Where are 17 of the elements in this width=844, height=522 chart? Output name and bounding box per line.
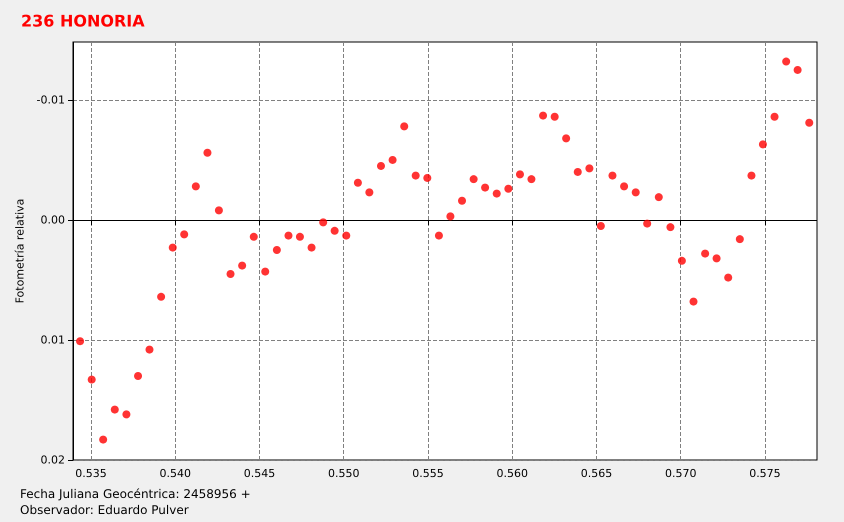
y-tick-label: 0.00 <box>40 213 65 226</box>
x-tick-label: 0.560 <box>496 467 528 480</box>
x-tick-label: 0.565 <box>580 467 612 480</box>
x-tick-label: 0.535 <box>75 467 107 480</box>
y-tick-label: 0.02 <box>40 454 65 466</box>
x-axis-title: Fecha Juliana Geocéntrica: 2458956 + <box>20 487 251 501</box>
text: Observador: Eduardo Pulver <box>20 503 189 517</box>
y-tick-label: -0.01 <box>36 93 65 106</box>
x-tick-label: 0.540 <box>160 467 192 480</box>
x-tick-label: 0.555 <box>412 467 444 480</box>
x-tick-label: 0.575 <box>749 467 781 480</box>
x-tick-label: 0.570 <box>664 467 696 480</box>
x-tick-label: 0.545 <box>244 467 276 480</box>
y-tick-label: 0.01 <box>40 333 65 346</box>
chart-title: 236 HONORIA <box>21 12 146 30</box>
y-axis-title: Fotometría relativa <box>14 198 27 304</box>
x-tick-label: 0.550 <box>328 467 360 480</box>
